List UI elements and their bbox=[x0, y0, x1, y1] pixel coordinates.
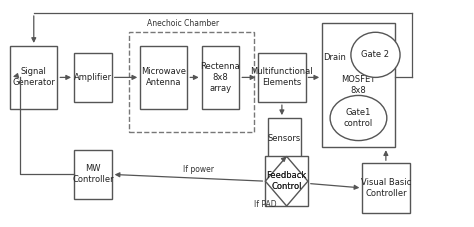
FancyBboxPatch shape bbox=[362, 163, 410, 213]
Text: Multifunctional
Elements: Multifunctional Elements bbox=[251, 67, 313, 87]
Text: MOSFET
8x8: MOSFET 8x8 bbox=[342, 75, 376, 95]
Text: Visual Basic
Controller: Visual Basic Controller bbox=[361, 178, 411, 198]
FancyBboxPatch shape bbox=[201, 46, 239, 109]
Text: Signal
Generator: Signal Generator bbox=[12, 67, 55, 87]
FancyBboxPatch shape bbox=[265, 156, 308, 206]
Text: Gate1
control: Gate1 control bbox=[344, 108, 373, 128]
Text: Feedback
Control: Feedback Control bbox=[266, 171, 307, 191]
Text: Amplifier: Amplifier bbox=[74, 73, 112, 82]
Text: MW
Controller: MW Controller bbox=[72, 164, 114, 185]
FancyBboxPatch shape bbox=[268, 118, 301, 159]
Ellipse shape bbox=[351, 32, 400, 77]
Text: If PAD: If PAD bbox=[254, 200, 276, 209]
Text: Feedback
Control: Feedback Control bbox=[266, 171, 307, 191]
Text: If power: If power bbox=[183, 165, 214, 174]
FancyBboxPatch shape bbox=[74, 150, 112, 199]
FancyBboxPatch shape bbox=[140, 46, 187, 109]
FancyBboxPatch shape bbox=[10, 46, 57, 109]
Text: Gate 2: Gate 2 bbox=[362, 50, 390, 59]
Text: Rectenna
8x8
array: Rectenna 8x8 array bbox=[201, 62, 240, 93]
FancyBboxPatch shape bbox=[322, 23, 395, 147]
Text: Sensors: Sensors bbox=[268, 134, 301, 143]
Text: Drain: Drain bbox=[323, 53, 346, 62]
Polygon shape bbox=[265, 156, 308, 206]
FancyBboxPatch shape bbox=[74, 53, 112, 102]
Text: Anechoic Chamber: Anechoic Chamber bbox=[146, 19, 219, 28]
Ellipse shape bbox=[330, 95, 387, 141]
FancyBboxPatch shape bbox=[258, 53, 306, 102]
Text: Microwave
Antenna: Microwave Antenna bbox=[141, 67, 186, 87]
